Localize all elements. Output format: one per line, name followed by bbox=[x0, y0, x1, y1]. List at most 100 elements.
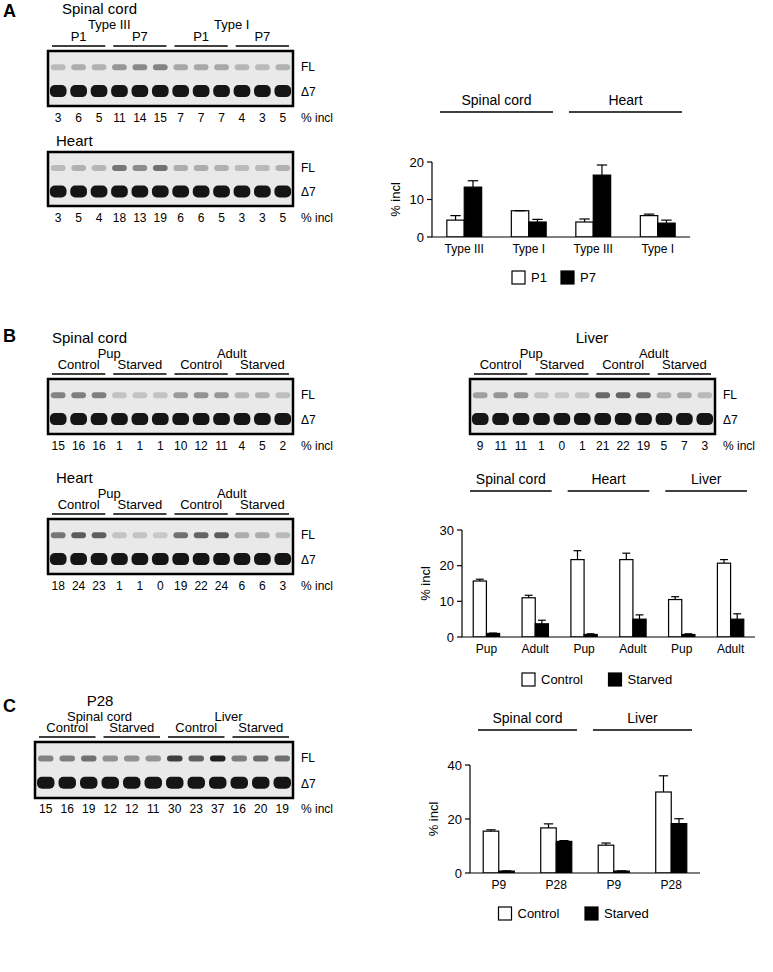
incl-value: 6 bbox=[198, 211, 205, 225]
error-bar bbox=[502, 870, 511, 871]
category-label: P28 bbox=[546, 878, 568, 892]
delta7-band bbox=[70, 85, 87, 97]
fl-band bbox=[112, 64, 127, 70]
fl-band bbox=[167, 755, 182, 761]
fl-band bbox=[555, 392, 570, 398]
fl-band bbox=[255, 64, 270, 70]
delta7-band bbox=[234, 85, 251, 97]
delta7-band bbox=[152, 413, 169, 425]
y-tick bbox=[465, 764, 470, 765]
error-cap bbox=[538, 620, 546, 621]
subgroup-line bbox=[236, 45, 289, 47]
error-cap bbox=[502, 870, 511, 871]
subgroup-line bbox=[535, 373, 588, 375]
subgroup-line bbox=[474, 373, 527, 375]
incl-value: 37 bbox=[211, 802, 225, 816]
gel-title: Liver bbox=[576, 329, 609, 346]
incl-value: 11 bbox=[215, 439, 228, 453]
error-cap bbox=[622, 553, 630, 554]
error-cap bbox=[450, 215, 460, 216]
delta7-band bbox=[91, 185, 108, 197]
error-cap bbox=[684, 633, 692, 634]
panel-label: B bbox=[3, 326, 16, 346]
incl-value: 3 bbox=[55, 211, 62, 225]
error-stem bbox=[472, 181, 473, 187]
error-bar bbox=[579, 219, 589, 222]
group-label: Heart bbox=[591, 471, 625, 487]
bar bbox=[464, 187, 481, 237]
fl-band bbox=[214, 165, 229, 171]
legend-swatch bbox=[609, 673, 622, 686]
fl-band bbox=[275, 532, 290, 538]
category-label: Pup bbox=[573, 642, 595, 656]
incl-value: 12 bbox=[104, 802, 118, 816]
error-cap bbox=[587, 633, 595, 634]
value-label: % incl bbox=[723, 439, 755, 453]
fl-band bbox=[275, 165, 290, 171]
incl-value: 19 bbox=[82, 802, 96, 816]
delta7-band bbox=[50, 185, 67, 197]
fl-band bbox=[112, 392, 127, 398]
incl-value: 18 bbox=[113, 211, 127, 225]
gel-subgroup-label: Control bbox=[58, 497, 100, 512]
incl-value: 20 bbox=[254, 802, 268, 816]
error-bar bbox=[538, 620, 546, 624]
bar bbox=[529, 222, 546, 237]
delta7-band bbox=[50, 85, 67, 97]
fl-band bbox=[153, 165, 168, 171]
fl-band bbox=[153, 532, 168, 538]
bar bbox=[731, 619, 744, 637]
error-cap bbox=[579, 218, 589, 219]
fl-band bbox=[81, 755, 96, 761]
delta7-band bbox=[213, 185, 230, 197]
incl-value: 5 bbox=[75, 211, 82, 225]
fl-band bbox=[71, 532, 86, 538]
fl-band bbox=[657, 392, 672, 398]
delta7-band bbox=[274, 413, 291, 425]
fl-band bbox=[124, 755, 139, 761]
error-cap bbox=[671, 596, 679, 597]
incl-value: 1 bbox=[137, 579, 144, 593]
bar bbox=[447, 220, 464, 237]
value-label: % incl bbox=[301, 111, 333, 125]
fl-band bbox=[173, 64, 188, 70]
fl-band bbox=[38, 755, 53, 761]
delta7-band bbox=[80, 777, 97, 789]
gel-subgroup-label: Starved bbox=[240, 497, 285, 512]
delta7-band bbox=[274, 185, 291, 197]
incl-value: 0 bbox=[559, 439, 566, 453]
incl-value: 4 bbox=[239, 439, 246, 453]
bar bbox=[717, 563, 730, 637]
gel-subgroup-label: Starved bbox=[117, 497, 162, 512]
error-cap bbox=[733, 613, 741, 614]
incl-value: 12 bbox=[194, 439, 208, 453]
error-bar bbox=[636, 615, 644, 619]
error-cap bbox=[597, 164, 607, 165]
fl-band bbox=[235, 64, 250, 70]
x-axis bbox=[432, 236, 690, 237]
fl-band bbox=[194, 532, 209, 538]
subgroup-line bbox=[175, 373, 228, 375]
fl-band bbox=[153, 64, 168, 70]
fl-band bbox=[677, 392, 692, 398]
y-tick-label: 40 bbox=[448, 758, 462, 773]
delta7-band bbox=[91, 413, 108, 425]
error-cap bbox=[515, 210, 525, 211]
y-axis-label: % incl bbox=[418, 566, 433, 601]
delta7-band bbox=[676, 413, 693, 425]
delta7-band bbox=[193, 553, 210, 565]
incl-value: 19 bbox=[154, 211, 168, 225]
gel-frame bbox=[48, 379, 293, 434]
bar bbox=[633, 619, 646, 637]
bar bbox=[576, 222, 593, 237]
incl-value: 5 bbox=[259, 439, 266, 453]
fl-band bbox=[194, 165, 209, 171]
incl-value: 16 bbox=[61, 802, 75, 816]
delta7-band bbox=[50, 553, 67, 565]
fl-band bbox=[235, 165, 250, 171]
fl-band bbox=[51, 392, 66, 398]
delta7-band bbox=[513, 413, 530, 425]
incl-value: 5 bbox=[279, 211, 286, 225]
gel-subgroup-label: Control bbox=[602, 357, 644, 372]
incl-value: 6 bbox=[239, 579, 246, 593]
